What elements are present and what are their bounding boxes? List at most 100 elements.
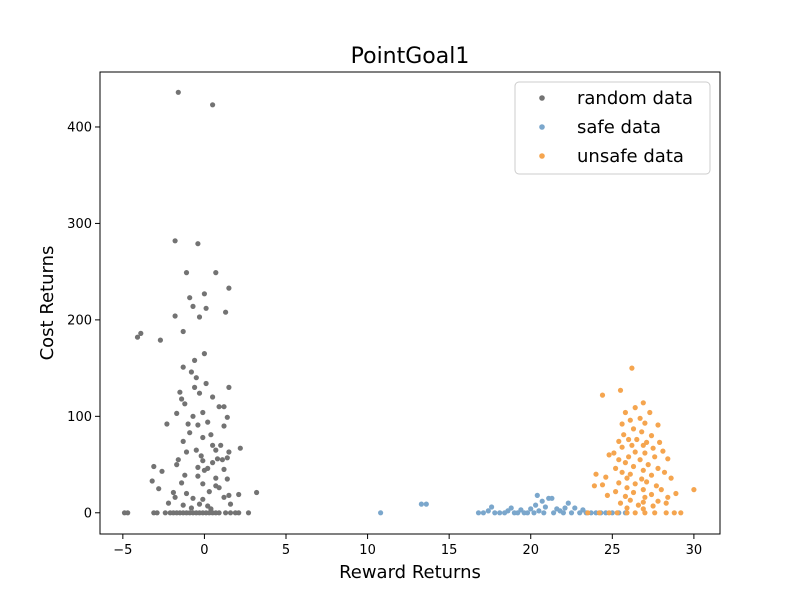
data-point bbox=[565, 500, 571, 506]
data-point bbox=[562, 505, 568, 511]
data-point bbox=[624, 485, 630, 491]
series-random-data bbox=[121, 89, 260, 516]
data-point bbox=[531, 510, 537, 516]
data-point bbox=[663, 500, 669, 506]
legend-box bbox=[514, 81, 711, 175]
data-point bbox=[254, 489, 260, 496]
data-point bbox=[622, 460, 629, 466]
data-point bbox=[539, 498, 545, 504]
data-point bbox=[180, 502, 186, 508]
data-point bbox=[624, 475, 630, 481]
data-point bbox=[642, 450, 648, 456]
data-point bbox=[378, 510, 384, 516]
data-point bbox=[622, 493, 629, 499]
data-point bbox=[213, 475, 219, 481]
data-point bbox=[200, 409, 206, 416]
data-point bbox=[218, 442, 224, 448]
data-point bbox=[180, 364, 186, 370]
y-axis: 0 100 200 300 400 bbox=[67, 120, 100, 521]
data-point bbox=[216, 404, 222, 410]
data-point bbox=[655, 465, 661, 471]
data-point bbox=[657, 439, 663, 445]
data-point bbox=[187, 295, 193, 301]
data-point bbox=[210, 394, 216, 400]
data-point bbox=[165, 500, 172, 506]
data-point bbox=[223, 309, 229, 315]
legend-marker bbox=[539, 95, 545, 101]
data-point bbox=[221, 423, 227, 429]
data-point bbox=[671, 510, 677, 516]
data-point bbox=[621, 432, 627, 438]
data-point bbox=[604, 492, 611, 498]
data-point bbox=[210, 442, 216, 448]
data-point bbox=[480, 510, 486, 516]
data-point bbox=[632, 405, 638, 411]
data-point bbox=[642, 510, 648, 516]
data-point bbox=[508, 505, 514, 511]
data-point bbox=[599, 482, 606, 488]
data-point bbox=[226, 492, 232, 498]
data-point bbox=[640, 487, 646, 493]
data-point bbox=[154, 510, 160, 516]
data-point bbox=[203, 305, 209, 311]
data-point bbox=[652, 454, 658, 460]
data-point bbox=[627, 471, 633, 477]
data-point bbox=[635, 502, 642, 508]
data-point bbox=[190, 413, 196, 419]
data-point bbox=[632, 449, 638, 455]
data-point bbox=[619, 469, 625, 475]
data-point bbox=[200, 496, 206, 502]
data-point bbox=[226, 449, 232, 455]
data-point bbox=[224, 414, 230, 420]
data-point bbox=[195, 473, 201, 479]
data-point bbox=[224, 476, 230, 482]
data-point bbox=[183, 490, 190, 497]
data-point bbox=[551, 510, 557, 516]
data-point bbox=[219, 457, 225, 463]
data-point bbox=[489, 504, 495, 510]
data-point bbox=[541, 510, 547, 516]
data-point bbox=[606, 510, 612, 516]
data-point bbox=[172, 494, 178, 500]
data-point bbox=[658, 487, 664, 493]
data-point bbox=[190, 303, 196, 309]
data-point bbox=[665, 456, 671, 462]
data-point bbox=[616, 438, 622, 444]
data-point bbox=[213, 270, 219, 276]
data-point bbox=[201, 467, 207, 473]
data-point bbox=[668, 475, 674, 481]
series-unsafe-data bbox=[585, 365, 697, 516]
data-point bbox=[201, 351, 207, 357]
data-point bbox=[661, 469, 668, 475]
data-point bbox=[630, 463, 637, 470]
data-point bbox=[221, 494, 227, 500]
data-point bbox=[642, 420, 648, 426]
data-point bbox=[617, 387, 624, 393]
data-point bbox=[611, 450, 617, 456]
data-point bbox=[198, 453, 204, 459]
data-point bbox=[196, 390, 203, 396]
x-tick-label: −5 bbox=[113, 543, 132, 558]
x-tick-label: 0 bbox=[200, 543, 208, 558]
data-point bbox=[647, 409, 653, 416]
data-point bbox=[650, 445, 656, 451]
data-point bbox=[172, 313, 178, 319]
x-axis-label: Reward Returns bbox=[339, 562, 481, 583]
data-point bbox=[200, 434, 206, 441]
data-point bbox=[619, 444, 625, 450]
data-point bbox=[599, 392, 606, 398]
data-point bbox=[182, 401, 188, 407]
data-point bbox=[201, 291, 207, 297]
data-point bbox=[423, 501, 429, 507]
data-point bbox=[193, 447, 199, 453]
data-point bbox=[637, 457, 643, 463]
data-point bbox=[216, 485, 222, 491]
data-point bbox=[603, 474, 609, 480]
data-point bbox=[193, 375, 199, 381]
data-point bbox=[125, 510, 131, 516]
data-point bbox=[192, 357, 198, 363]
data-point bbox=[632, 510, 638, 516]
data-point bbox=[616, 480, 622, 486]
data-point bbox=[624, 510, 630, 516]
data-point bbox=[536, 508, 542, 514]
